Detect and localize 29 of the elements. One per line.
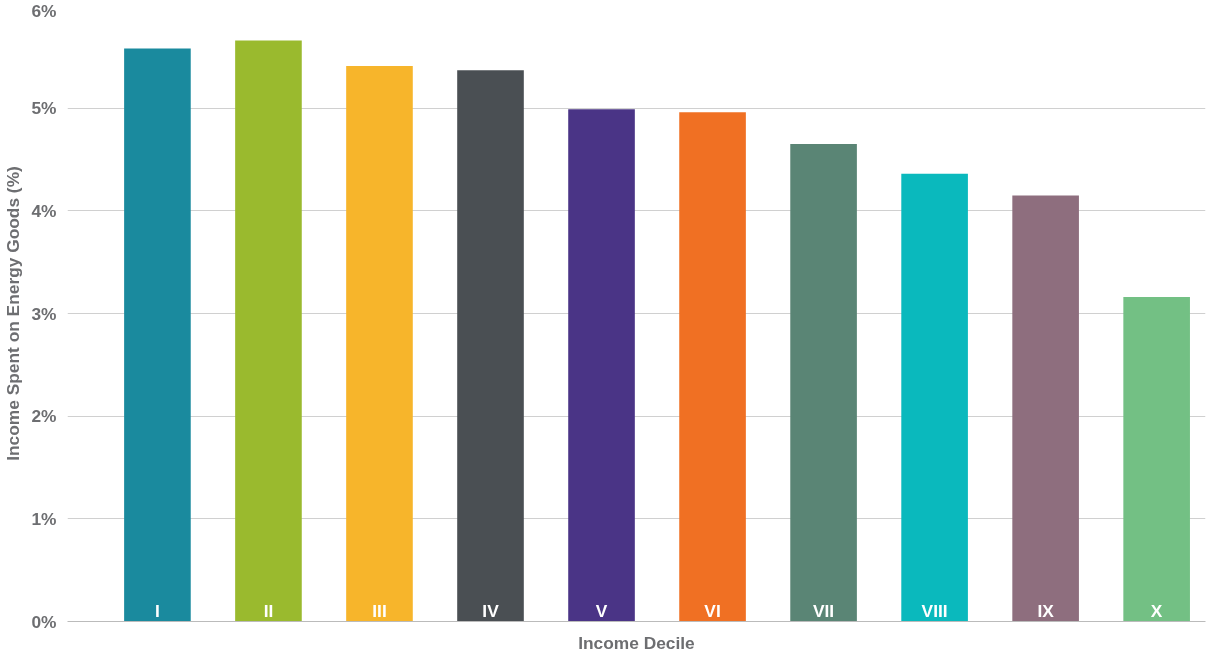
x-tick-label: I bbox=[155, 601, 160, 622]
bar bbox=[1123, 297, 1190, 622]
x-tick-label: V bbox=[595, 601, 608, 622]
y-tick-label: 3% bbox=[31, 303, 57, 324]
bar bbox=[124, 48, 191, 622]
x-tick-label: II bbox=[263, 601, 274, 622]
bar bbox=[346, 66, 413, 622]
y-tick-label: 1% bbox=[31, 508, 57, 529]
bar bbox=[679, 112, 746, 622]
x-tick-label: X bbox=[1150, 601, 1163, 622]
bar bbox=[1012, 195, 1079, 622]
x-tick-label: VII bbox=[812, 601, 835, 622]
y-tick-label: 0% bbox=[31, 611, 57, 632]
bar bbox=[790, 144, 857, 622]
bar bbox=[457, 70, 524, 622]
bar bbox=[901, 173, 968, 622]
y-tick-label: 6% bbox=[31, 0, 57, 21]
x-tick-label: VIII bbox=[921, 601, 948, 622]
x-tick-label: VI bbox=[704, 601, 721, 622]
y-tick-label: 2% bbox=[31, 406, 57, 427]
x-axis-title: Income Decile bbox=[578, 632, 696, 653]
x-tick-label: IX bbox=[1037, 601, 1055, 622]
y-tick-label: 4% bbox=[31, 200, 57, 221]
x-tick-label: IV bbox=[482, 601, 500, 622]
x-tick-label: III bbox=[372, 601, 387, 622]
bar bbox=[235, 40, 302, 622]
y-axis-title: Income Spent on Energy Goods (%) bbox=[3, 166, 24, 461]
y-tick-label: 5% bbox=[31, 98, 57, 119]
bar bbox=[568, 109, 635, 622]
